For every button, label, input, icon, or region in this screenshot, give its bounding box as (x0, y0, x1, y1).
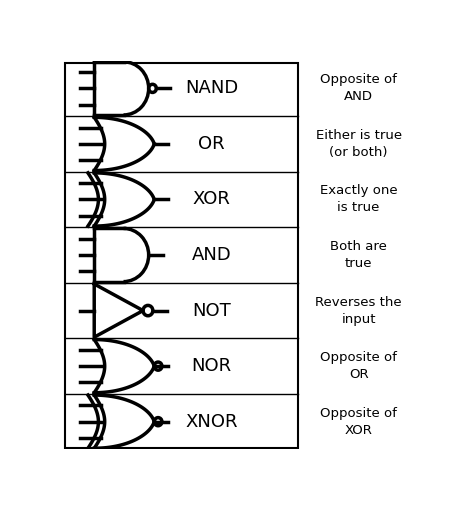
Text: Exactly one
is true: Exactly one is true (320, 184, 398, 215)
Text: Opposite of
XOR: Opposite of XOR (320, 407, 397, 437)
Text: Reverses the
input: Reverses the input (315, 295, 402, 326)
Text: Opposite of
AND: Opposite of AND (320, 73, 397, 104)
Text: NOR: NOR (191, 357, 232, 375)
Text: XOR: XOR (193, 190, 231, 209)
Text: Opposite of
OR: Opposite of OR (320, 351, 397, 381)
Text: NAND: NAND (185, 79, 238, 97)
Text: Either is true
(or both): Either is true (or both) (316, 129, 401, 159)
Text: NOT: NOT (192, 301, 231, 320)
Bar (65, 63, 298, 447)
Text: XNOR: XNOR (185, 413, 238, 431)
Text: AND: AND (192, 246, 232, 264)
Text: Both are
true: Both are true (330, 240, 387, 270)
Text: OR: OR (199, 135, 225, 153)
